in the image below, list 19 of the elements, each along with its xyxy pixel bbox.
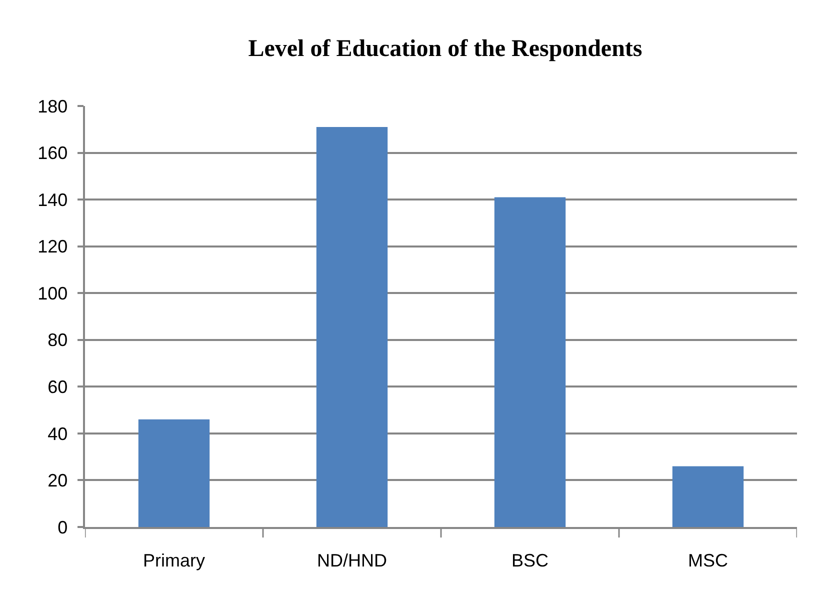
y-tick-label: 120 (38, 236, 68, 257)
bar (316, 127, 388, 527)
bar (672, 466, 744, 527)
x-tick-label: MSC (688, 550, 728, 570)
bar (138, 419, 210, 527)
y-tick-label: 100 (38, 283, 68, 304)
y-tick-label: 0 (58, 517, 68, 538)
y-tick-label: 40 (48, 424, 68, 444)
y-tick-label: 160 (38, 143, 68, 164)
bar (494, 197, 566, 527)
x-tick-label: Primary (143, 550, 205, 570)
y-tick-label: 80 (48, 330, 68, 350)
y-tick-label: 140 (38, 190, 68, 210)
y-tick-label: 60 (48, 376, 68, 397)
y-tick-label: 20 (48, 470, 68, 491)
x-tick-label: ND/HND (317, 550, 387, 570)
chart-title: Level of Education of the Respondents (248, 36, 642, 62)
x-tick-label: BSC (511, 550, 549, 570)
y-tick-label: 180 (38, 96, 68, 116)
